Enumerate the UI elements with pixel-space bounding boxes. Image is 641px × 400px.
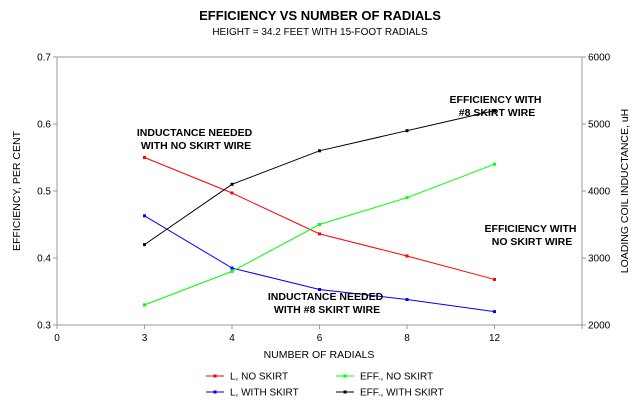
annotation-line: NO SKIRT WIRE	[492, 236, 573, 248]
annotation-line: WITH #8 SKIRT WIRE	[274, 304, 380, 316]
data-point	[493, 277, 496, 281]
left-tick-label: 0.4	[37, 254, 51, 265]
annotation-line: EFFICIENCY WITH	[485, 223, 577, 235]
legend-item-l-with-skirt: L, WITH SKIRT	[206, 388, 299, 399]
data-point	[143, 156, 146, 159]
legend-item-l-no-skirt: L, NO SKIRT	[206, 372, 288, 383]
x-tick-label: 8	[404, 333, 410, 344]
annotation-line: WITH NO SKIRT WIRE	[141, 140, 251, 152]
series-l-with-skirt	[143, 214, 496, 314]
annotation-inductance-no-skirt: INDUCTANCE NEEDED WITH NO SKIRT WIRE	[137, 127, 255, 152]
legend-label: L, NO SKIRT	[230, 372, 288, 383]
data-point	[143, 214, 146, 218]
legend-marker	[213, 374, 217, 378]
data-point	[230, 269, 234, 273]
series-eff-with-skirt	[143, 109, 496, 247]
data-point	[493, 310, 496, 314]
annotations: INDUCTANCE NEEDED WITH NO SKIRT WIRE EFF…	[137, 94, 580, 316]
data-point	[230, 191, 234, 195]
legend-marker	[343, 390, 347, 394]
series-eff-no-skirt	[143, 162, 496, 307]
data-point	[230, 182, 234, 186]
right-axis-ticks: 2000 3000 4000 5000 6000	[582, 53, 611, 332]
data-point	[405, 129, 409, 133]
legend-label: EFF., WITH SKIRT	[360, 388, 444, 399]
legend-label: EFF., NO SKIRT	[360, 372, 433, 383]
annotation-efficiency-no-skirt: EFFICIENCY WITH NO SKIRT WIRE	[485, 223, 580, 248]
data-point	[405, 298, 409, 302]
annotation-line: #8 SKIRT WIRE	[459, 107, 535, 119]
data-point	[143, 243, 146, 247]
x-tick-label: 12	[489, 333, 501, 344]
x-axis-label: NUMBER OF RADIALS	[264, 349, 375, 361]
legend-item-eff-with-skirt: EFF., WITH SKIRT	[336, 388, 444, 399]
left-tick-label: 0.7	[37, 53, 51, 64]
data-point	[318, 232, 321, 236]
data-point	[318, 149, 321, 153]
x-tick-label: 6	[317, 333, 323, 344]
chart-title: EFFICIENCY VS NUMBER OF RADIALS	[199, 8, 441, 23]
left-tick-label: 0.3	[37, 321, 51, 332]
x-axis-ticks: 0 3 4 6 8 12	[54, 325, 583, 344]
left-axis-label: EFFICIENCY, PER CENT	[11, 130, 23, 251]
data-point	[405, 254, 409, 258]
annotation-line: INDUCTANCE NEEDED	[268, 291, 384, 303]
annotation-line: INDUCTANCE NEEDED	[137, 127, 253, 139]
data-point	[405, 196, 409, 200]
annotation-inductance-8-skirt: INDUCTANCE NEEDED WITH #8 SKIRT WIRE	[268, 291, 386, 316]
right-tick-label: 3000	[588, 254, 611, 265]
legend-item-eff-no-skirt: EFF., NO SKIRT	[336, 372, 433, 383]
legend: L, NO SKIRT L, WITH SKIRT EFF., NO SKIRT EF…	[206, 372, 444, 399]
data-point	[493, 162, 496, 166]
legend-label: L, WITH SKIRT	[230, 388, 299, 399]
left-tick-label: 0.5	[37, 187, 51, 198]
series-line	[144, 157, 495, 280]
right-tick-label: 5000	[588, 120, 611, 131]
series-l-no-skirt	[143, 156, 496, 281]
right-tick-label: 6000	[588, 53, 611, 64]
data-point	[143, 303, 146, 307]
annotation-line: EFFICIENCY WITH	[450, 94, 542, 106]
x-tick-label: 0	[54, 333, 60, 344]
right-axis-label: LOADING COIL INDUCTANCE, uH	[619, 109, 631, 274]
data-point	[318, 287, 321, 291]
right-tick-label: 4000	[588, 187, 611, 198]
x-tick-label: 3	[142, 333, 148, 344]
x-tick-label: 4	[229, 333, 235, 344]
data-point	[230, 266, 234, 270]
left-tick-label: 0.6	[37, 120, 51, 131]
right-tick-label: 2000	[588, 321, 611, 332]
legend-marker	[213, 390, 217, 394]
chart-subtitle: HEIGHT = 34.2 FEET WITH 15-FOOT RADIALS	[212, 27, 428, 38]
series-layer	[143, 109, 496, 314]
data-point	[318, 223, 321, 226]
annotation-efficiency-8-skirt: EFFICIENCY WITH #8 SKIRT WIRE	[450, 94, 545, 119]
left-axis-ticks: 0.3 0.4 0.5 0.6 0.7	[37, 53, 57, 332]
legend-marker	[343, 374, 347, 378]
data-point	[493, 109, 496, 113]
